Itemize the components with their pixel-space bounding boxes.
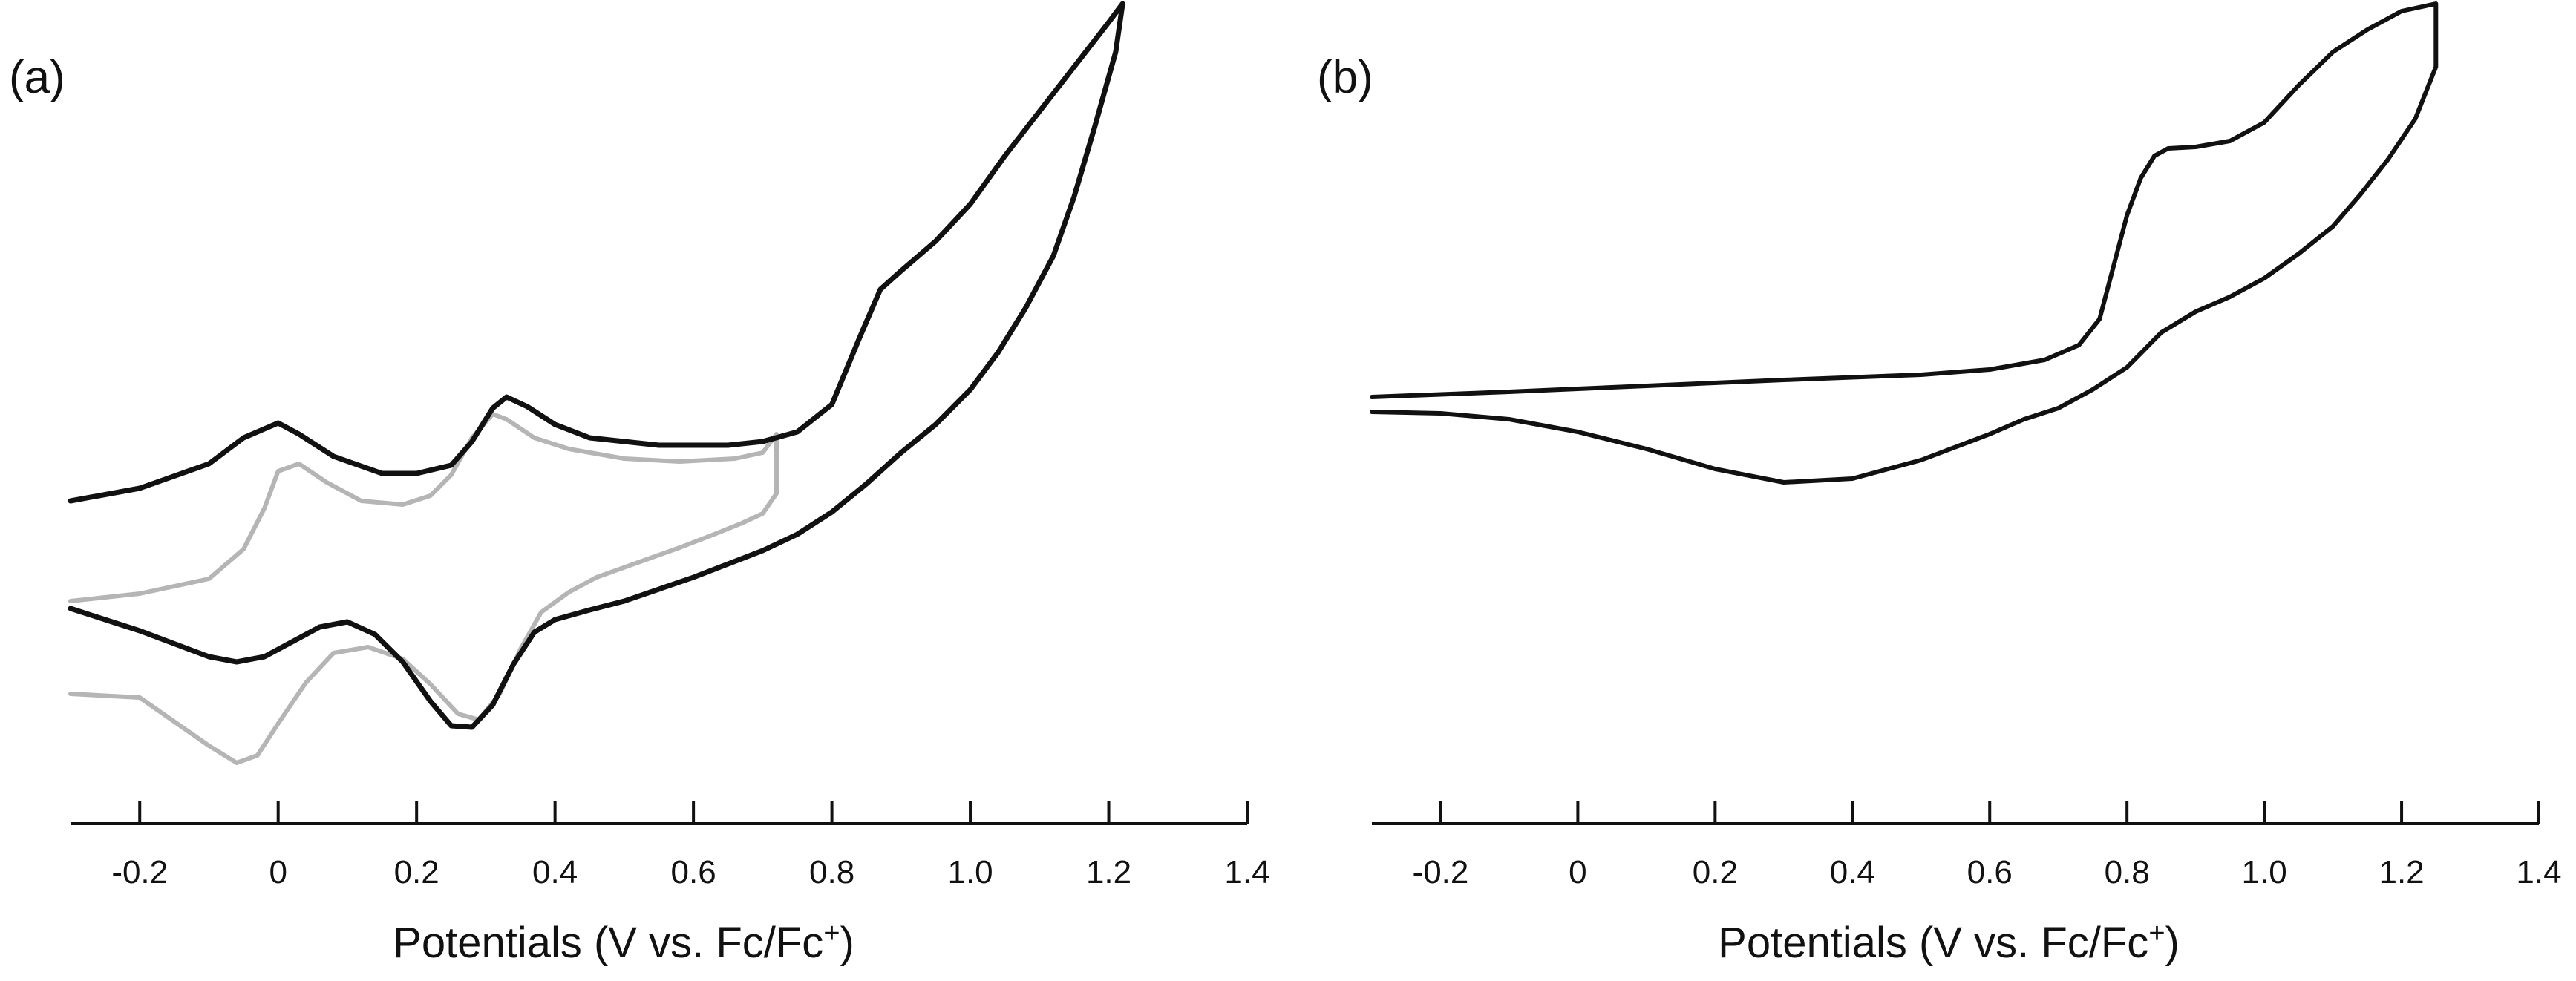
x-axis-title-a: Potentials (V vs. Fc/Fc+) <box>393 918 854 967</box>
x-tick-label: 0.4 <box>532 854 578 890</box>
x-tick-label: 1.4 <box>2516 854 2561 890</box>
x-axis-title-superscript: + <box>823 918 840 949</box>
x-tick-label: 0 <box>1569 854 1586 890</box>
series-line-black <box>1370 1 2439 485</box>
x-axis-title-prefix: Potentials (V vs. Fc/Fc <box>1718 919 2148 967</box>
x-tick-label: 0.2 <box>394 854 439 890</box>
x-axis-title-b: Potentials (V vs. Fc/Fc+) <box>1718 918 2180 967</box>
x-axis-title-suffix: ) <box>840 919 854 967</box>
x-tick-label: 0.6 <box>671 854 716 890</box>
x-axis-title-prefix: Potentials (V vs. Fc/Fc <box>393 919 823 967</box>
x-tick-label: 0.8 <box>2105 854 2150 890</box>
x-axis-title-suffix: ) <box>2165 919 2180 967</box>
x-tick-label: 0 <box>269 854 287 890</box>
panel-label-b: (b) <box>1317 52 1373 103</box>
chart-panel-b: (b) -0.2 0 0.2 0.4 0.6 0.8 1.0 1.2 1.4 Potential… <box>1317 1 2562 967</box>
x-tick-label: 0.2 <box>1693 854 1738 890</box>
x-ticks-panel-b: -0.2 0 0.2 0.4 0.6 0.8 1.0 1.2 1.4 <box>1413 801 2562 890</box>
x-axis-title-superscript: + <box>2148 918 2165 949</box>
curves-panel-a <box>68 1 1125 765</box>
x-tick-label: 0.8 <box>809 854 854 890</box>
series-line-gray <box>68 412 779 765</box>
panel-label-a: (a) <box>9 52 65 103</box>
x-tick-label: -0.2 <box>1413 854 1469 890</box>
x-tick-label: -0.2 <box>111 854 168 890</box>
x-tick-label: 1.0 <box>2242 854 2287 890</box>
x-tick-label: 1.0 <box>947 854 993 890</box>
x-tick-label: 1.2 <box>1086 854 1131 890</box>
curves-panel-b <box>1370 1 2439 485</box>
x-ticks-panel-a: -0.2 0 0.2 0.4 0.6 0.8 1.0 1.2 1.4 <box>111 801 1270 890</box>
x-tick-label: 1.2 <box>2379 854 2424 890</box>
chart-panel-a: (a) -0.2 0 0.2 0.4 0.6 0.8 1.0 1.2 1.4 Potential… <box>9 1 1270 967</box>
x-tick-label: 0.6 <box>1967 854 2013 890</box>
series-line-black <box>68 1 1125 730</box>
x-tick-label: 1.4 <box>1224 854 1269 890</box>
x-tick-label: 0.4 <box>1830 854 1875 890</box>
